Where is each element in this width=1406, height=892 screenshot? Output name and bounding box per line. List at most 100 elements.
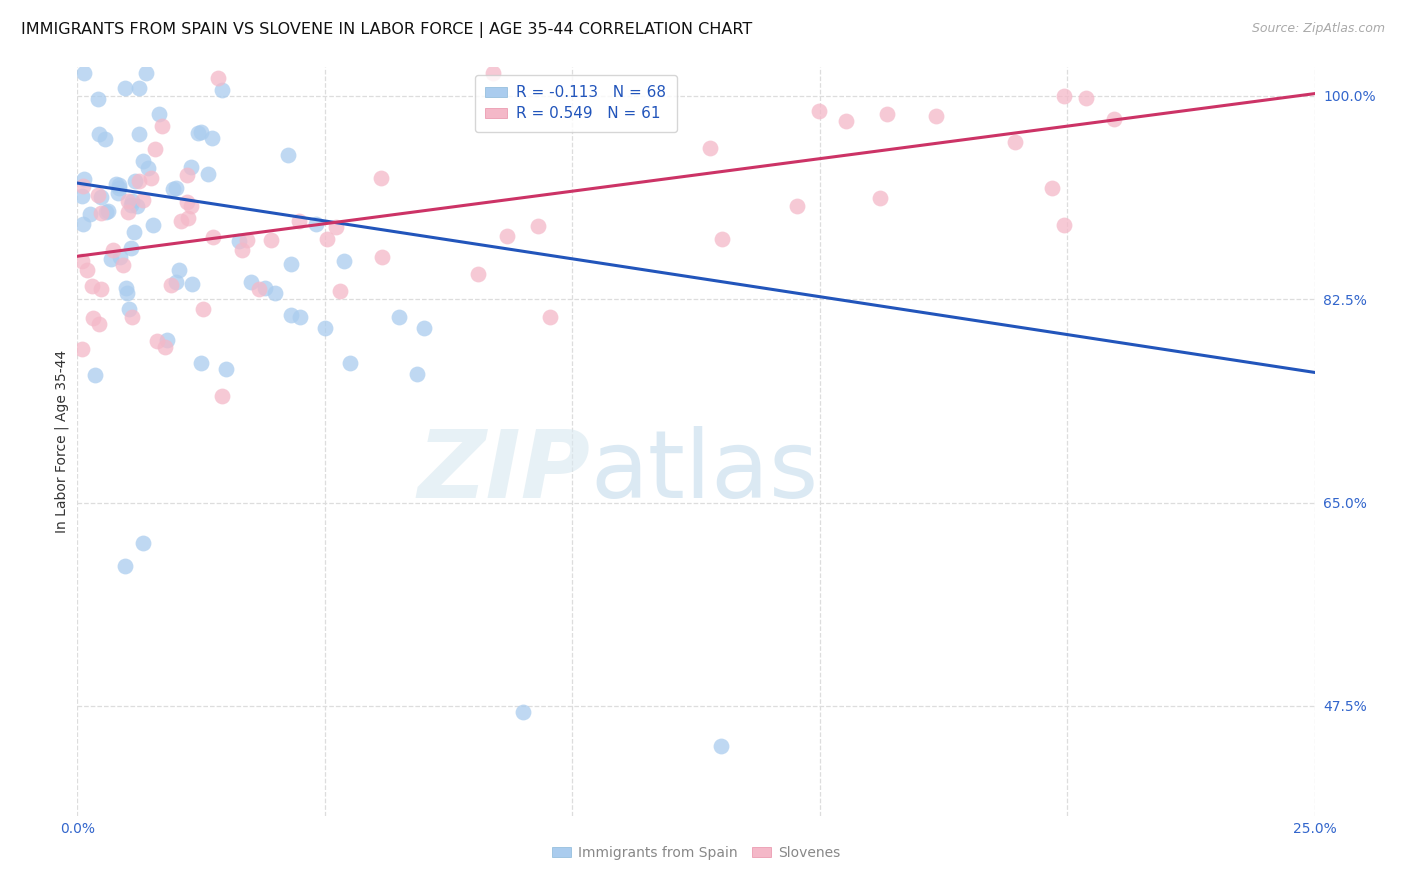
Point — [114, 80, 136, 95]
Point — [808, 104, 831, 119]
Point — [482, 66, 505, 80]
Point — [167, 263, 190, 277]
Point — [1074, 91, 1097, 105]
Point — [72, 189, 94, 203]
Point — [333, 253, 356, 268]
Point — [132, 193, 155, 207]
Point — [100, 252, 122, 266]
Point — [786, 199, 808, 213]
Legend: Immigrants from Spain, Slovenes: Immigrants from Spain, Slovenes — [546, 840, 846, 865]
Point — [135, 66, 157, 80]
Point — [115, 280, 138, 294]
Point — [148, 107, 170, 121]
Point — [72, 217, 94, 231]
Point — [160, 278, 183, 293]
Point — [142, 218, 165, 232]
Point — [122, 225, 145, 239]
Point — [388, 310, 411, 324]
Point — [176, 194, 198, 209]
Point — [165, 181, 187, 195]
Point — [87, 128, 110, 142]
Point — [710, 739, 733, 754]
Point — [190, 124, 212, 138]
Point — [710, 231, 733, 245]
Point — [165, 275, 187, 289]
Point — [339, 356, 361, 370]
Point — [90, 282, 112, 296]
Point — [325, 220, 347, 235]
Point — [153, 340, 176, 354]
Text: atlas: atlas — [591, 425, 820, 517]
Point — [73, 171, 96, 186]
Point — [235, 233, 257, 247]
Point — [835, 114, 858, 128]
Point — [197, 167, 219, 181]
Point — [370, 250, 392, 264]
Point — [699, 140, 721, 154]
Point — [108, 180, 131, 194]
Point — [288, 310, 311, 324]
Point — [314, 321, 336, 335]
Point — [191, 302, 214, 317]
Point — [86, 187, 108, 202]
Point — [180, 277, 202, 292]
Point — [73, 66, 96, 80]
Point — [538, 310, 561, 324]
Point — [280, 308, 302, 322]
Point — [288, 213, 311, 227]
Point — [406, 367, 429, 381]
Point — [90, 206, 112, 220]
Point — [207, 70, 229, 85]
Point — [79, 207, 101, 221]
Point — [114, 559, 136, 574]
Point — [869, 191, 891, 205]
Point — [187, 126, 209, 140]
Text: Source: ZipAtlas.com: Source: ZipAtlas.com — [1251, 22, 1385, 36]
Point — [118, 301, 141, 316]
Point — [105, 177, 128, 191]
Point — [115, 286, 138, 301]
Point — [72, 254, 94, 268]
Point — [1102, 112, 1125, 127]
Point — [127, 199, 149, 213]
Point — [1053, 88, 1076, 103]
Point — [264, 286, 287, 301]
Point — [280, 257, 302, 271]
Point — [370, 171, 392, 186]
Point — [128, 81, 150, 95]
Point — [90, 190, 112, 204]
Point — [254, 280, 277, 294]
Point — [72, 179, 94, 194]
Point — [211, 82, 233, 96]
Point — [76, 263, 98, 277]
Y-axis label: In Labor Force | Age 35-44: In Labor Force | Age 35-44 — [55, 350, 69, 533]
Point — [141, 171, 163, 186]
Point — [107, 178, 129, 192]
Point — [101, 243, 124, 257]
Point — [121, 194, 143, 208]
Point — [876, 107, 898, 121]
Point — [132, 536, 155, 550]
Point — [107, 186, 129, 200]
Point — [80, 278, 103, 293]
Point — [124, 174, 146, 188]
Point — [231, 243, 253, 257]
Point — [329, 284, 352, 298]
Point — [527, 219, 550, 234]
Point — [120, 241, 142, 255]
Text: ZIP: ZIP — [418, 425, 591, 517]
Point — [201, 130, 224, 145]
Point — [412, 321, 434, 335]
Point — [512, 705, 534, 719]
Point — [228, 234, 250, 248]
Point — [190, 356, 212, 370]
Point — [1053, 218, 1076, 232]
Point — [239, 275, 262, 289]
Point — [128, 174, 150, 188]
Point — [117, 205, 139, 219]
Point — [87, 92, 110, 106]
Point — [202, 230, 225, 244]
Point — [316, 232, 339, 246]
Point — [89, 317, 111, 331]
Point — [176, 168, 198, 182]
